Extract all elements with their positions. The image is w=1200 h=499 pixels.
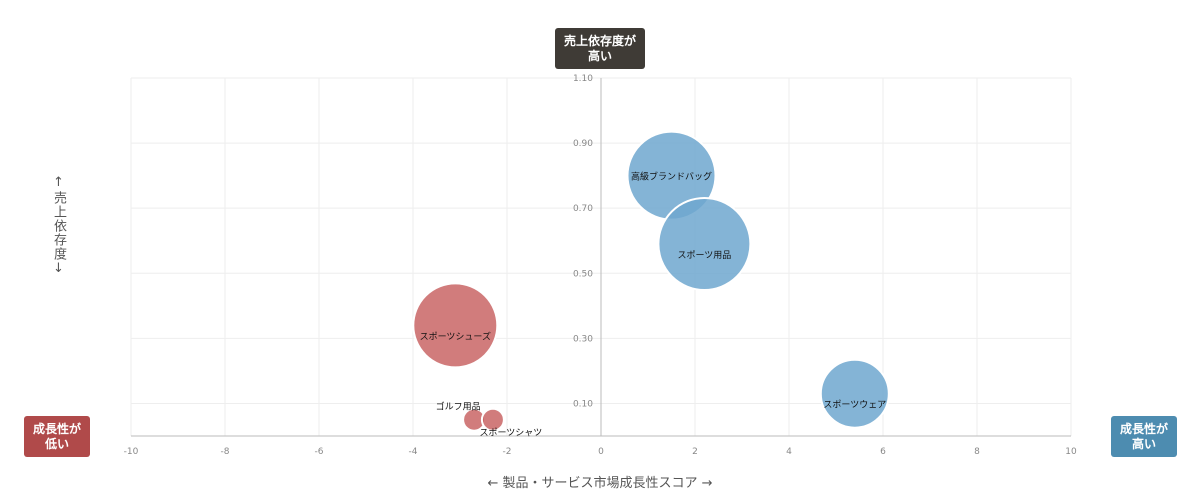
y-tick-label: 0.10 — [573, 399, 593, 409]
y-axis-title: ↑売上依存度↓ — [51, 175, 66, 277]
high-growth-badge: 成長性が 高い — [1111, 416, 1177, 457]
bubble-label: スポーツ用品 — [677, 250, 731, 261]
right-badge-line-2: 高い — [1131, 436, 1156, 451]
bubble-label: ゴルフ用品 — [436, 401, 481, 413]
top-badge-line-1: 売上依存度が — [563, 33, 636, 48]
x-tick-label: 10 — [1065, 447, 1077, 457]
bubble — [480, 407, 505, 432]
top-badge-line-2: 高い — [587, 48, 612, 63]
bubble — [412, 282, 499, 369]
x-tick-label: -10 — [124, 447, 139, 457]
y-tick-label: 0.30 — [573, 334, 593, 344]
x-tick-label: 0 — [598, 447, 604, 457]
y-tick-label: 0.70 — [573, 204, 593, 214]
left-badge-line-1: 成長性が — [32, 421, 81, 436]
x-tick-label: 2 — [692, 447, 698, 457]
bubble-label: 高級ブランドバッグ — [631, 171, 712, 183]
x-tick-label: -6 — [315, 447, 324, 457]
bubble — [657, 196, 752, 291]
bubble-label: スポーツシューズ — [420, 330, 491, 342]
x-tick-label: 6 — [880, 447, 886, 457]
x-tick-label: 8 — [974, 447, 980, 457]
x-tick-label: -2 — [503, 447, 512, 457]
y-tick-label: 1.10 — [573, 74, 593, 84]
bubble-label: スポーツウェア — [823, 400, 886, 411]
y-tick-label: 0.50 — [573, 269, 593, 279]
high-revenue-dependency-badge: 売上依存度が 高い — [555, 28, 645, 69]
right-badge-line-1: 成長性が — [1119, 421, 1168, 436]
low-growth-badge: 成長性が 低い — [24, 416, 90, 457]
x-tick-label: -4 — [409, 447, 418, 457]
y-tick-label: 0.90 — [573, 139, 593, 149]
bubble — [819, 358, 890, 429]
x-tick-label: -8 — [221, 447, 230, 457]
x-axis-title: ← 製品・サービス市場成長性スコア → — [487, 476, 713, 491]
left-badge-line-2: 低い — [44, 436, 69, 451]
x-tick-label: 4 — [786, 447, 792, 457]
bubble-label: スポーツシャツ — [479, 428, 542, 439]
